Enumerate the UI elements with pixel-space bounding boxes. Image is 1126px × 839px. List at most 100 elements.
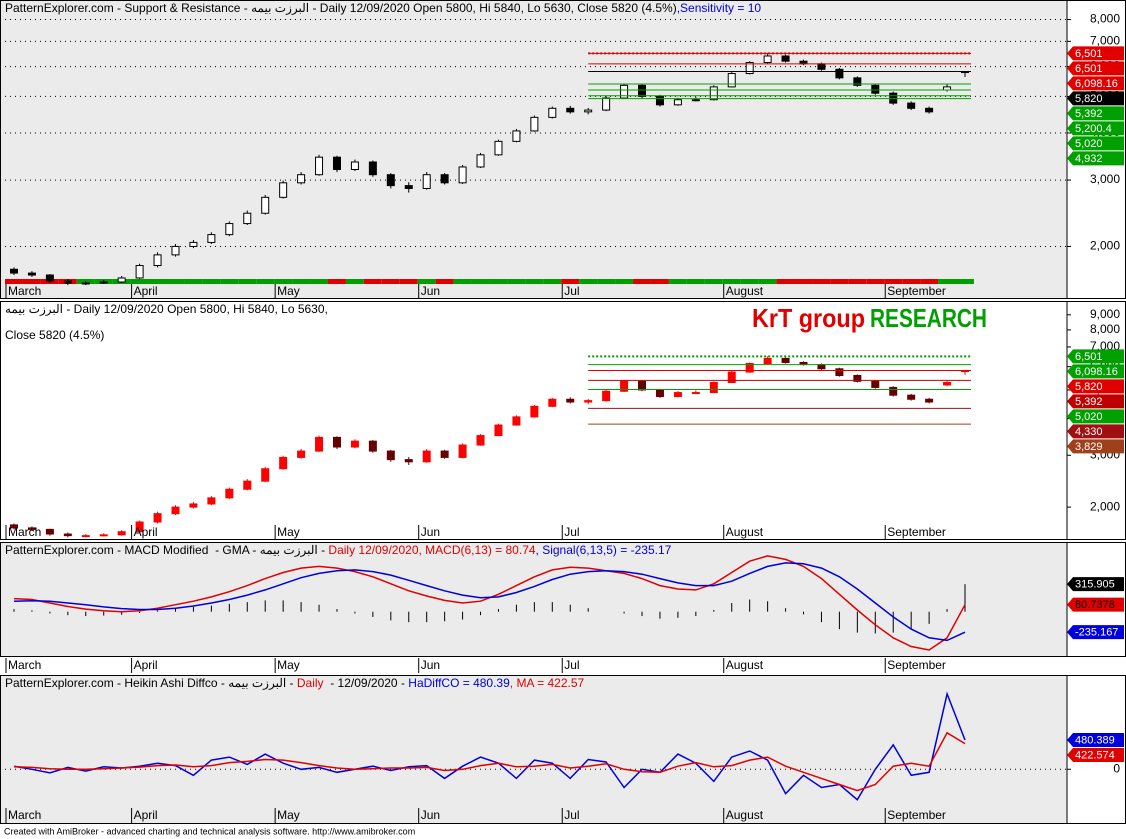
candle-body [135,521,144,533]
candle-body [279,456,288,470]
value-badge-label: 4,932 [1075,153,1103,165]
candle-body [691,99,700,102]
value-badge [1067,748,1124,763]
candle-body [207,497,216,505]
trend-bar [399,279,418,284]
value-badge-label: 4,330 [1075,426,1103,438]
candle-body [620,84,629,99]
candle-body [261,468,270,482]
y-tick-label: 7,000 [1090,33,1120,47]
x-tick-label: May [277,284,300,298]
candle-body [386,450,395,461]
candle-body [261,196,270,214]
trend-bar [704,279,723,284]
candle-body [27,527,36,530]
candle-body [584,400,593,403]
date-strip [0,658,1126,674]
candle-body [404,185,413,189]
value-badge [1067,61,1124,76]
trend-bar [525,279,544,284]
title-part: , Signal(6,13,5) = -235.17 [536,543,672,557]
trend-bar [543,279,562,284]
x-tick-label: August [726,284,764,298]
candle-body [476,435,485,446]
trend-bar [148,279,167,284]
candle-body [422,450,431,463]
x-tick-label: Jun [421,658,440,672]
y-tick-label: 8,000 [1090,322,1120,336]
watermark: KrT group [752,303,865,333]
candle-body [207,234,216,243]
candle-body [81,282,90,285]
trend-bar [758,279,777,284]
trend-bar [812,279,831,284]
pane-background [0,542,1067,657]
candle-body [889,92,898,104]
candle-body [135,265,144,279]
candle-body [368,440,377,452]
value-badge-label: 3,829 [1075,441,1103,453]
candle-body [368,161,377,176]
trend-bar [166,279,185,284]
x-tick-label: March [8,658,41,672]
x-tick-label: Jul [564,525,579,539]
value-badge-label: 422.574 [1075,749,1115,761]
title-part: PatternExplorer.com - MACD Modified - GM… [5,543,328,557]
value-badge-label: 5,392 [1075,396,1103,408]
trend-bar [453,279,472,284]
candle-body [602,390,611,402]
x-tick-label: September [887,658,946,672]
candle-body [548,398,557,407]
pane-subtitle: Close 5820 (4.5%) [5,328,104,342]
candle-body [297,450,306,458]
candle-body [907,102,916,109]
trend-bar [220,279,239,284]
title-part: Daily [297,676,324,690]
trend-bar [938,279,956,284]
trend-bar [507,279,526,284]
x-tick-label: September [887,808,946,822]
x-tick-label: Jul [564,658,579,672]
candle-body [835,68,844,79]
trend-bar [238,279,257,284]
trend-bar [866,279,885,284]
x-tick-label: March [8,525,41,539]
candle-body [386,174,395,187]
x-tick-label: March [8,284,41,298]
x-tick-label: May [277,808,300,822]
candle-body [117,277,126,283]
value-badge-label: 5,820 [1075,381,1103,393]
candle-body [709,86,718,101]
pane-background [0,0,1067,299]
candle-body [225,488,234,499]
trend-bar [5,279,23,284]
candle-body [99,534,108,537]
trend-bar [417,279,436,284]
series-line [13,731,966,792]
watermark: RESEARCH [870,303,987,333]
trend-bar [327,279,346,284]
y-tick-label: 2,000 [1090,239,1120,253]
candle-body [189,503,198,508]
trend-bar [722,279,741,284]
candle-body [655,389,664,398]
value-badge [1067,121,1124,136]
trend-bar [597,279,616,284]
value-badge [1067,151,1124,166]
candle-body [63,280,72,284]
candle-body [853,77,862,86]
candle-body [476,154,485,168]
candle-body [602,97,611,111]
x-tick-label: Jun [421,808,440,822]
value-badge [1067,136,1124,151]
candle-body [817,364,826,370]
candle-body [691,392,700,395]
trend-bar [130,279,149,284]
x-tick-label: May [277,658,300,672]
candle-body [171,506,180,515]
value-badge-label: 6,098.16 [1075,366,1118,378]
trend-bar [686,279,705,284]
candle-body [99,281,108,284]
